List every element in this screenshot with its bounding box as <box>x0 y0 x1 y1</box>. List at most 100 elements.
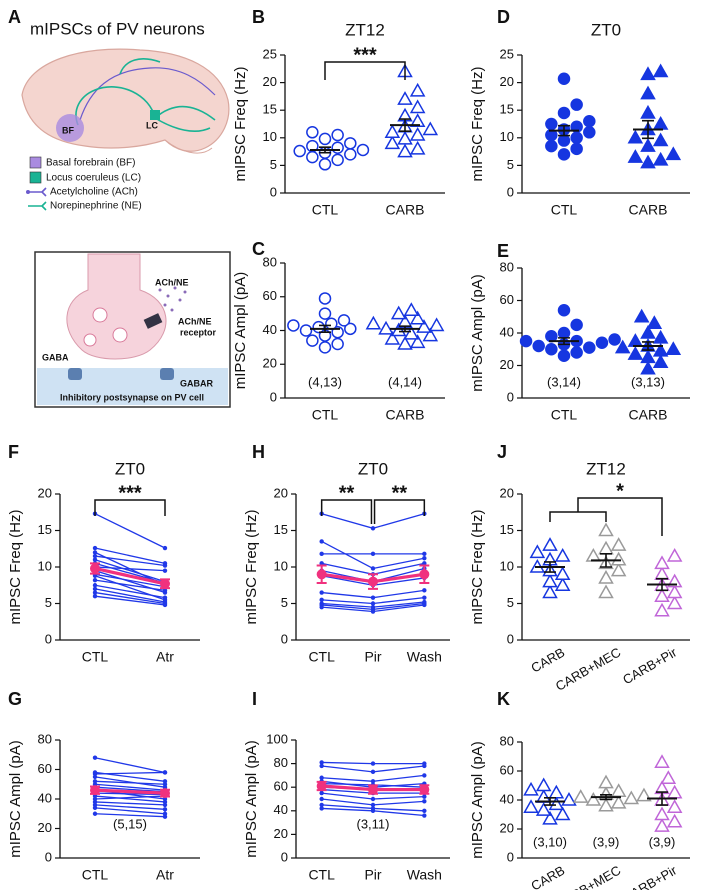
data-point <box>583 341 596 354</box>
data-point <box>365 315 382 330</box>
data-point <box>542 810 558 825</box>
cell-point <box>162 782 168 787</box>
data-point <box>654 555 670 570</box>
data-point <box>654 602 670 617</box>
data-point <box>397 143 413 158</box>
data-point <box>640 324 656 339</box>
data-point <box>535 802 552 816</box>
data-point <box>640 85 656 100</box>
cell-line <box>94 795 166 800</box>
y-axis-label: mIPSC Freq (Hz) <box>469 509 486 624</box>
significance-label: *** <box>353 44 377 66</box>
cell-point <box>422 799 427 804</box>
cell-point <box>92 553 98 559</box>
data-point <box>331 337 344 351</box>
cell-line <box>94 573 166 588</box>
y-tick-label: 15 <box>263 102 277 117</box>
cell-point <box>370 779 376 784</box>
cell-line <box>94 783 166 791</box>
cell-point <box>422 595 427 600</box>
data-point <box>608 333 621 346</box>
lc-label: LC <box>146 120 158 130</box>
cell-line <box>94 757 166 774</box>
y-tick-label: 0 <box>45 631 52 646</box>
transmitter-dots <box>158 286 187 312</box>
cell-point <box>162 807 168 812</box>
error-bar <box>642 341 654 351</box>
data-point <box>665 146 682 161</box>
synapse-caption: Inhibitory postsynapse on PV cell <box>60 392 204 402</box>
significance-bracket <box>320 499 373 524</box>
cell-point <box>92 583 98 588</box>
y-tick-label: 0 <box>281 849 288 864</box>
x-tick-label: Atr <box>156 867 174 883</box>
cell-line <box>94 579 166 592</box>
y-axis-label: mIPSC Freq (Hz) <box>232 66 249 181</box>
y-axis-label: mIPSC Ampl (pA) <box>7 740 24 858</box>
error-bar <box>319 146 331 154</box>
cell-point <box>319 790 324 796</box>
y-tick-label: 5 <box>507 157 514 172</box>
cell-point <box>422 561 427 566</box>
data-point <box>318 292 332 305</box>
error-bar <box>600 793 612 801</box>
y-tick-label: 0 <box>507 849 514 864</box>
data-point <box>306 139 319 153</box>
data-point <box>652 132 669 147</box>
data-point <box>384 124 401 139</box>
cerebellum-outline <box>164 139 213 154</box>
legend-swatch <box>28 187 47 197</box>
data-point <box>665 341 682 355</box>
y-tick-label: 20 <box>500 485 514 500</box>
panel-label: J <box>497 442 507 462</box>
cell-line <box>94 595 166 606</box>
cell-point <box>319 604 324 610</box>
y-tick-label: 0 <box>507 631 514 646</box>
data-point <box>306 126 319 139</box>
panel-label: B <box>252 7 265 27</box>
cell-point <box>92 577 98 583</box>
x-tick-label: CTL <box>82 867 109 883</box>
mean-line <box>94 788 166 795</box>
receptor-label: ACh/NE <box>178 316 212 326</box>
cell-point <box>370 796 376 802</box>
data-point <box>557 106 571 120</box>
cell-point <box>319 796 324 802</box>
cell-point <box>370 808 376 813</box>
y-tick-label: 5 <box>45 595 52 610</box>
data-point <box>532 339 545 353</box>
y-tick-label: 40 <box>274 802 288 817</box>
cell-point <box>92 811 98 816</box>
x-tick-label: Pir <box>364 649 381 665</box>
ne-pathway <box>75 58 216 132</box>
data-point <box>652 329 669 344</box>
data-point <box>666 813 683 828</box>
data-point <box>570 98 583 111</box>
cell-point <box>422 813 427 818</box>
cell-point <box>162 568 168 573</box>
cell-point <box>319 763 324 769</box>
panel-label: C <box>252 239 265 259</box>
cell-line <box>94 780 166 785</box>
y-axis-label: mIPSC Freq (Hz) <box>243 509 260 624</box>
y-tick-label: 15 <box>38 522 52 537</box>
data-point <box>627 346 644 360</box>
data-point <box>318 158 332 171</box>
legend-swatch <box>29 156 42 169</box>
data-point <box>403 325 420 340</box>
gabar <box>160 368 174 380</box>
cell-line <box>94 591 166 605</box>
y-tick-label: 25 <box>263 46 277 61</box>
gaba-label: GABA <box>42 352 69 362</box>
data-point <box>519 334 533 348</box>
panel-label: A <box>8 7 21 27</box>
panel-label: D <box>497 7 510 27</box>
data-point <box>344 148 357 161</box>
y-tick-label: 60 <box>500 292 514 307</box>
cell-line <box>94 801 166 806</box>
error-bar <box>642 119 654 140</box>
y-tick-label: 20 <box>263 74 277 89</box>
mean-point <box>419 569 430 580</box>
n-label: (4,13) <box>308 374 342 389</box>
data-point <box>652 115 669 130</box>
